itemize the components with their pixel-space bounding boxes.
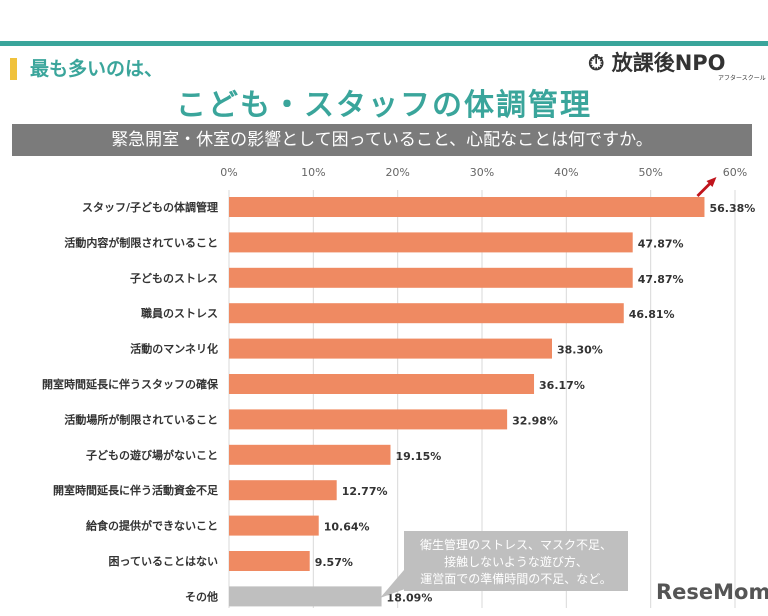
bar: [229, 303, 624, 324]
category-label: 子どものストレス: [130, 272, 218, 285]
category-label: 活動内容が制限されていること: [64, 235, 218, 249]
category-label: 活動のマンネリ化: [130, 342, 218, 356]
data-label: 36.17%: [539, 379, 585, 392]
page-title: こども・スタッフの体調管理: [176, 88, 592, 123]
data-label: 47.87%: [638, 237, 684, 250]
category-label: スタッフ/子どもの体調管理: [82, 200, 218, 214]
category-label: 活動場所が制限されていること: [64, 412, 218, 426]
bar: [229, 586, 382, 607]
callout-line: 運営面での準備時間の不足、など。: [420, 572, 612, 586]
category-label: 給食の提供ができないこと: [86, 519, 218, 533]
data-label: 12.77%: [342, 485, 388, 498]
data-label: 38.30%: [557, 344, 603, 357]
x-tick-label: 30%: [470, 166, 494, 179]
data-label: 18.09%: [387, 591, 433, 604]
accent-mark: [10, 58, 17, 80]
bar: [229, 374, 535, 394]
data-label: 9.57%: [315, 556, 353, 569]
data-label: 56.38%: [709, 202, 755, 215]
question-banner: 緊急開室・休室の影響として困っていること、心配なことは何ですか。: [12, 124, 752, 156]
subtitle: 最も多いのは、: [30, 58, 164, 80]
x-tick-label: 20%: [385, 166, 409, 179]
data-label: 32.98%: [512, 414, 558, 427]
highlight-arrow-icon: [696, 177, 717, 197]
category-label: その他: [185, 589, 218, 603]
logo-subtext: アフタースクール: [718, 75, 766, 82]
clock-icon: ⏱: [588, 51, 605, 75]
bar: [229, 551, 310, 571]
data-label: 47.87%: [638, 273, 684, 286]
bar: [229, 480, 337, 501]
bar: [229, 267, 633, 288]
data-label: 19.15%: [395, 450, 441, 463]
watermark: ReseMom: [656, 580, 768, 604]
category-label: 困っていることはない: [109, 555, 218, 568]
bar: [229, 197, 705, 217]
bar: [229, 515, 319, 536]
data-label: 46.81%: [629, 308, 675, 321]
callout-line: 衛生管理のストレス、マスク不足、: [419, 538, 612, 552]
x-tick-label: 10%: [301, 166, 325, 179]
x-tick-label: 60%: [723, 166, 747, 179]
bar: [229, 232, 633, 253]
bar: [229, 338, 552, 359]
x-tick-label: 0%: [220, 166, 237, 179]
bar: [229, 409, 508, 430]
category-label: 開室時間延長に伴う活動資金不足: [53, 483, 219, 497]
category-label: 子どもの遊び場がないこと: [86, 448, 218, 462]
category-label: 職員のストレス: [141, 306, 218, 320]
data-label: 10.64%: [324, 521, 370, 534]
x-tick-label: 50%: [638, 166, 662, 179]
bar: [229, 444, 391, 465]
callout-box: 衛生管理のストレス、マスク不足、 接触しないような遊び方、 運営面での準備時間の…: [404, 531, 628, 591]
callout-line: 接触しないような遊び方、: [444, 555, 588, 569]
category-label: 開室時間延長に伴うスタッフの確保: [42, 377, 219, 391]
logo: ⏱ 放課後NPO アフタースクール: [588, 47, 766, 82]
logo-text: 放課後NPO: [611, 51, 726, 75]
x-tick-label: 40%: [554, 166, 578, 179]
top-rule: [0, 41, 768, 46]
